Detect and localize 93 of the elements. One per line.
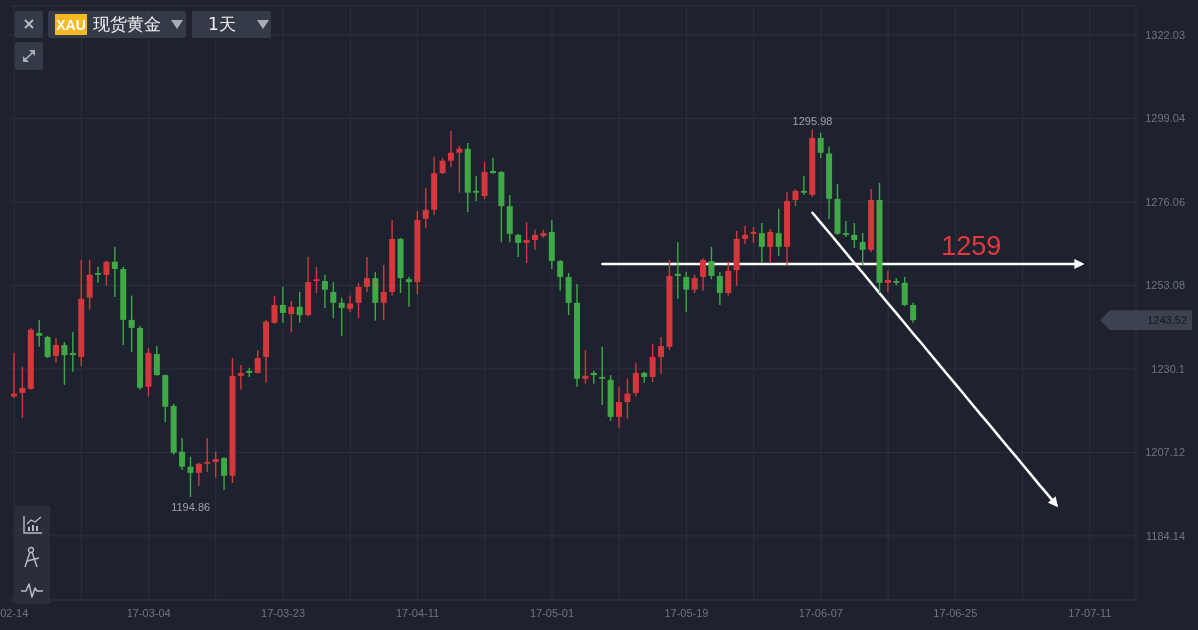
- candlestick: [271, 295, 278, 325]
- candlestick: [725, 261, 732, 297]
- candlestick: [237, 364, 244, 391]
- candlestick: [380, 264, 387, 321]
- y-tick-label: 1322.03: [1145, 28, 1185, 41]
- candlestick: [69, 331, 76, 373]
- candlestick: [649, 343, 656, 383]
- candlestick: [901, 276, 908, 307]
- candlestick: [473, 175, 480, 202]
- candlestick: [910, 302, 917, 324]
- candlestick: [632, 362, 639, 398]
- candlestick: [624, 378, 631, 420]
- candlestick: [338, 297, 345, 337]
- candlestick: [279, 286, 286, 324]
- candlestick: [44, 335, 51, 359]
- x-tick-label: 17-05-01: [529, 606, 575, 619]
- x-tick-label: 02-14: [0, 606, 29, 619]
- x-tick-label: 17-03-04: [126, 606, 171, 619]
- x-tick-label: 17-06-25: [933, 606, 978, 619]
- x-tick-label: 17-07-11: [1068, 606, 1112, 619]
- candlestick: [204, 437, 211, 473]
- x-tick-label: 17-05-19: [664, 606, 709, 619]
- annotation: 1295.98: [792, 114, 833, 127]
- annotation: 1194.86: [171, 500, 211, 513]
- candlestick: [61, 341, 68, 386]
- candlestick: [11, 352, 17, 399]
- candlestick: [405, 276, 412, 308]
- candlestick: [422, 187, 429, 229]
- y-tick-label: 1253.08: [1145, 279, 1185, 292]
- candlestick: [36, 319, 43, 348]
- candlestick: [19, 366, 26, 419]
- candlestick: [296, 291, 303, 324]
- candlestick: [557, 259, 564, 292]
- candlestick: [153, 345, 160, 377]
- candlestick: [447, 130, 454, 168]
- x-tick-label: 17-03-23: [261, 606, 306, 619]
- candlestick: [103, 259, 110, 287]
- candlestick: [288, 300, 295, 333]
- candlestick: [321, 274, 328, 309]
- candlestick: [254, 349, 261, 375]
- candlestick: [195, 461, 202, 487]
- candlestick: [817, 132, 824, 159]
- candlestick: [481, 161, 488, 200]
- candlestick: [187, 456, 194, 498]
- candlestick: [590, 370, 597, 385]
- candlestick: [95, 266, 102, 284]
- candlestick: [800, 175, 807, 196]
- candlestick: [616, 386, 623, 429]
- candlestick: [851, 222, 858, 249]
- candlestick: [599, 346, 606, 406]
- candlestick: [683, 271, 690, 313]
- candlestick: [582, 349, 589, 385]
- candlestick: [128, 294, 135, 353]
- candlestick: [742, 225, 749, 245]
- candlestick: [842, 220, 849, 238]
- candlestick: [355, 282, 362, 319]
- candlestick: [884, 270, 891, 293]
- badge: XAU: [55, 14, 87, 35]
- candlestick: [859, 232, 866, 266]
- candlestick: [111, 246, 118, 298]
- candlestick: [489, 157, 496, 175]
- x-tick-label: 17-04-11: [395, 606, 440, 619]
- y-tick-label: 1207.12: [1145, 446, 1185, 459]
- annotation: 1259: [941, 230, 1002, 261]
- candlestick: [523, 221, 530, 264]
- x-tick-label: 17-06-07: [798, 606, 843, 619]
- candlestick: [674, 241, 681, 300]
- candlestick: [330, 281, 337, 319]
- candlestick: [691, 274, 698, 294]
- candlestick: [758, 222, 765, 264]
- candlestick: [515, 233, 522, 258]
- candlestick: [363, 256, 370, 293]
- y-tick-label: 1276.06: [1145, 195, 1185, 208]
- candlestick: [53, 337, 60, 364]
- candlestick: [767, 228, 774, 264]
- candlestick: [456, 145, 463, 194]
- y-tick-label: 1299.04: [1145, 112, 1185, 125]
- candlestick: [212, 451, 219, 479]
- candlestick: [313, 266, 320, 294]
- candlestick: [708, 246, 715, 280]
- candlestick: [347, 294, 354, 313]
- candlestick: [86, 259, 93, 311]
- y-tick-label: 1184.14: [1146, 529, 1185, 542]
- dropdown: XAU 现货黄金: [48, 11, 186, 38]
- candlestick: [716, 271, 723, 306]
- dropdown: 1天: [192, 11, 271, 38]
- candlestick: [775, 208, 782, 257]
- y-tick-label: 1230.1: [1151, 362, 1185, 375]
- candlestick: [658, 336, 665, 375]
- candlestick: [179, 437, 186, 471]
- candlestick: [221, 456, 228, 491]
- candlestick: [531, 229, 538, 251]
- candlestick: [700, 257, 707, 292]
